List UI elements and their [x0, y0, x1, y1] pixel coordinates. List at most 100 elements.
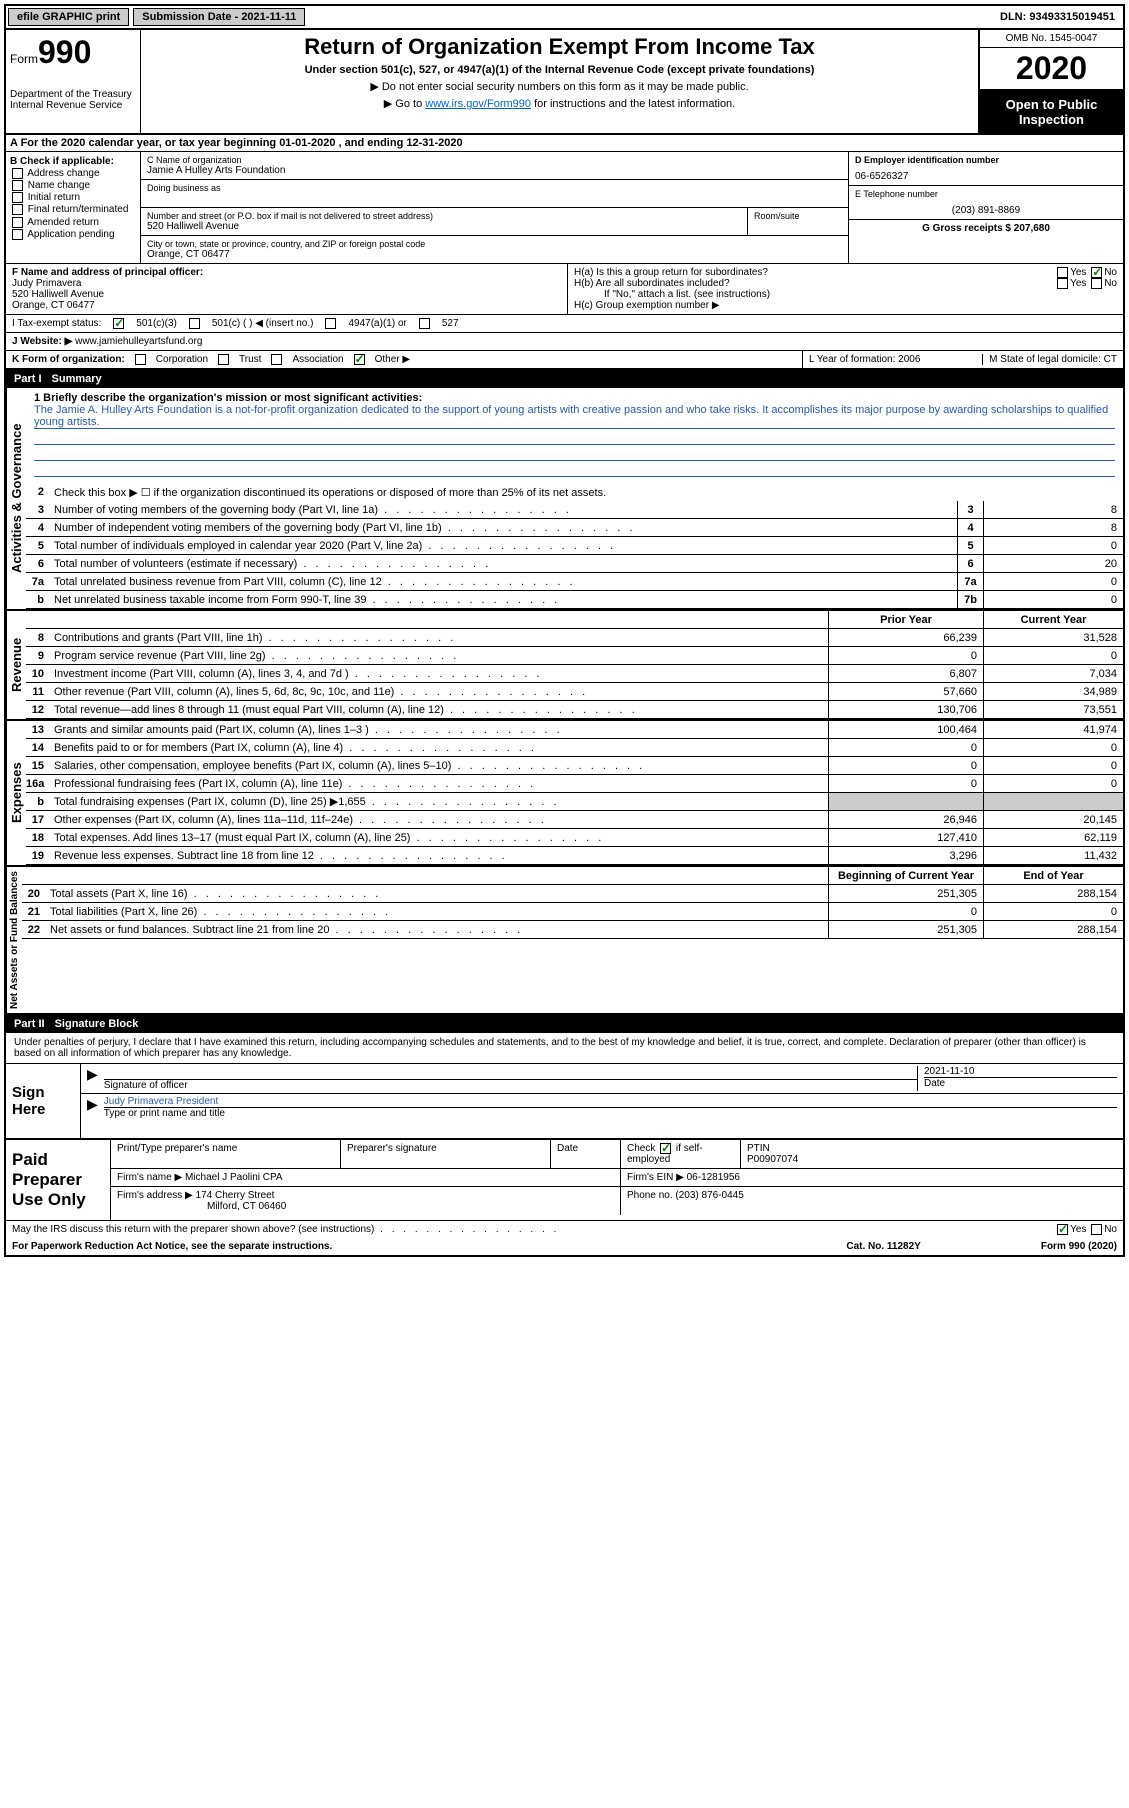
side-revenue: Revenue: [6, 611, 26, 719]
end-year-header: End of Year: [983, 867, 1123, 884]
info-grid: B Check if applicable: Address change Na…: [6, 152, 1123, 264]
cb-amended[interactable]: Amended return: [10, 217, 136, 228]
ein-box: D Employer identification number 06-6526…: [849, 152, 1123, 186]
form-header: Form990 Department of the Treasury Inter…: [6, 30, 1123, 135]
city-box: City or town, state or province, country…: [141, 236, 848, 263]
sig-officer-label: Signature of officer: [104, 1080, 917, 1091]
table-row: 10Investment income (Part VIII, column (…: [26, 665, 1123, 683]
sig-date: 2021-11-10: [924, 1066, 1117, 1078]
part2-header: Part II Signature Block: [6, 1015, 1123, 1033]
tax-year: 2020: [980, 48, 1123, 91]
table-row: 3Number of voting members of the governi…: [26, 501, 1123, 519]
footer: For Paperwork Reduction Act Notice, see …: [6, 1238, 1123, 1255]
tax-status-label: I Tax-exempt status:: [12, 318, 101, 329]
form-number: Form990: [10, 34, 136, 71]
omb-number: OMB No. 1545-0047: [980, 30, 1123, 48]
mission-box: 1 Briefly describe the organization's mi…: [26, 388, 1123, 483]
dln-label: DLN: 93493315019451: [1000, 11, 1121, 23]
sig-date-label: Date: [924, 1078, 1117, 1089]
table-row: 13Grants and similar amounts paid (Part …: [26, 721, 1123, 739]
cb-527[interactable]: [419, 318, 430, 329]
website-row: J Website: ▶ www.jamiehulleyartsfund.org: [6, 333, 1123, 351]
header-left: Form990 Department of the Treasury Inter…: [6, 30, 141, 133]
table-row: 5Total number of individuals employed in…: [26, 537, 1123, 555]
discuss-yes[interactable]: [1057, 1224, 1068, 1235]
cb-initial-return[interactable]: Initial return: [10, 192, 136, 203]
table-row: 6Total number of volunteers (estimate if…: [26, 555, 1123, 573]
revenue-section: Revenue Prior Year Current Year 8Contrib…: [6, 611, 1123, 721]
cb-name-change[interactable]: Name change: [10, 180, 136, 191]
firm-addr-row: Firm's address ▶ 174 Cherry Street Milfo…: [111, 1187, 621, 1215]
cb-assoc[interactable]: [271, 354, 282, 365]
side-activities: Activities & Governance: [6, 388, 26, 609]
table-row: bTotal fundraising expenses (Part IX, co…: [26, 793, 1123, 811]
form-subtitle: Under section 501(c), 527, or 4947(a)(1)…: [151, 64, 968, 76]
officer-addr2: Orange, CT 06477: [12, 300, 561, 311]
side-expenses: Expenses: [6, 721, 26, 865]
side-net: Net Assets or Fund Balances: [6, 867, 22, 1013]
part1-header: Part I Summary: [6, 370, 1123, 388]
col-right: D Employer identification number 06-6526…: [848, 152, 1123, 263]
cb-trust[interactable]: [218, 354, 229, 365]
dept-treasury: Department of the Treasury Internal Reve…: [10, 89, 136, 111]
table-row: 18Total expenses. Add lines 13–17 (must …: [26, 829, 1123, 847]
org-name-label: C Name of organization: [147, 155, 842, 165]
city-label: City or town, state or province, country…: [147, 239, 842, 249]
officer-box: F Name and address of principal officer:…: [6, 264, 568, 314]
l-year: L Year of formation: 2006: [809, 354, 983, 365]
org-name-box: C Name of organization Jamie A Hulley Ar…: [141, 152, 848, 180]
cb-501c3[interactable]: [113, 318, 124, 329]
table-row: 14Benefits paid to or for members (Part …: [26, 739, 1123, 757]
dba-label: Doing business as: [147, 183, 842, 193]
table-row: 12Total revenue—add lines 8 through 11 (…: [26, 701, 1123, 719]
firm-ein: Firm's EIN ▶ 06-1281956: [621, 1169, 1123, 1186]
officer-h-row: F Name and address of principal officer:…: [6, 264, 1123, 315]
part1-title: Summary: [52, 373, 102, 385]
sig-declaration: Under penalties of perjury, I declare th…: [6, 1033, 1123, 1063]
table-row: 11Other revenue (Part VIII, column (A), …: [26, 683, 1123, 701]
hb-yes[interactable]: [1057, 278, 1068, 289]
table-row: 22Net assets or fund balances. Subtract …: [22, 921, 1123, 939]
table-row: 16aProfessional fundraising fees (Part I…: [26, 775, 1123, 793]
mission-label: 1 Briefly describe the organization's mi…: [34, 392, 1115, 404]
website-label: J Website: ▶: [12, 336, 72, 347]
discuss-row: May the IRS discuss this return with the…: [6, 1220, 1123, 1238]
ha-yes[interactable]: [1057, 267, 1068, 278]
cb-address-change[interactable]: Address change: [10, 168, 136, 179]
cb-pending[interactable]: Application pending: [10, 229, 136, 240]
cb-4947[interactable]: [325, 318, 336, 329]
net-assets-section: Net Assets or Fund Balances Beginning of…: [6, 867, 1123, 1015]
open-public-badge: Open to Public Inspection: [980, 91, 1123, 133]
table-row: 4Number of independent voting members of…: [26, 519, 1123, 537]
ein-label: D Employer identification number: [855, 155, 1117, 165]
paid-preparer-label: Paid Preparer Use Only: [6, 1140, 111, 1220]
cb-final-return[interactable]: Final return/terminated: [10, 204, 136, 215]
section-a-period: A For the 2020 calendar year, or tax yea…: [6, 135, 1123, 152]
officer-addr1: 520 Halliwell Avenue: [12, 289, 561, 300]
sig-name-label: Type or print name and title: [104, 1108, 1117, 1119]
m-state: M State of legal domicile: CT: [983, 354, 1117, 365]
sign-here-grid: Sign Here ▶ Signature of officer 2021-11…: [6, 1063, 1123, 1138]
table-row: 15Salaries, other compensation, employee…: [26, 757, 1123, 775]
footer-right: Form 990 (2020): [1041, 1241, 1117, 1252]
ein-value: 06-6526327: [855, 171, 1117, 182]
dba-box: Doing business as: [141, 180, 848, 208]
org-addr: 520 Halliwell Avenue: [147, 221, 741, 232]
cb-501c[interactable]: [189, 318, 200, 329]
efile-print-button[interactable]: efile GRAPHIC print: [8, 8, 129, 26]
cb-corp[interactable]: [135, 354, 146, 365]
prep-h1: Print/Type preparer's name: [111, 1140, 341, 1168]
table-row: 19Revenue less expenses. Subtract line 1…: [26, 847, 1123, 865]
hb-no[interactable]: [1091, 278, 1102, 289]
cb-self-employed[interactable]: [660, 1143, 671, 1154]
current-year-header: Current Year: [983, 611, 1123, 628]
ha-no[interactable]: [1091, 267, 1102, 278]
officer-label: F Name and address of principal officer:: [12, 267, 561, 278]
discuss-no[interactable]: [1091, 1224, 1102, 1235]
table-row: 7aTotal unrelated business revenue from …: [26, 573, 1123, 591]
irs-link[interactable]: www.irs.gov/Form990: [425, 98, 531, 110]
cb-other[interactable]: [354, 354, 365, 365]
begin-year-header: Beginning of Current Year: [828, 867, 983, 884]
expenses-section: Expenses 13Grants and similar amounts pa…: [6, 721, 1123, 867]
submission-date-button[interactable]: Submission Date - 2021-11-11: [133, 8, 305, 26]
